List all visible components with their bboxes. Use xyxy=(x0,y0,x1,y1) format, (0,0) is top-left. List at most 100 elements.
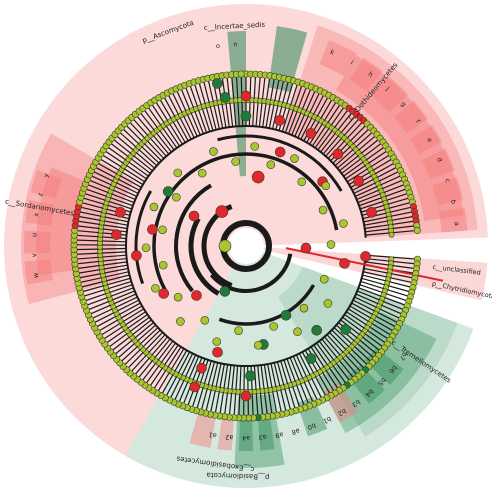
marker-letter: d xyxy=(435,156,444,163)
internal-node xyxy=(162,186,174,197)
leaf-ring-inner xyxy=(125,125,367,367)
leaf-node xyxy=(237,70,245,78)
clade-sector-dothideomycetes-inner xyxy=(336,55,464,221)
marker-letter: b0 xyxy=(306,421,317,431)
internal-node xyxy=(240,90,252,102)
internal-node xyxy=(321,181,331,191)
marker-letter: a4 xyxy=(242,434,250,442)
marker-letter: b3 xyxy=(350,398,361,409)
label-basidiomycota: p__Basidiomycota xyxy=(206,471,269,481)
internal-node xyxy=(149,202,159,212)
internal-node xyxy=(240,390,252,402)
internal-node xyxy=(305,353,317,364)
leaf-node xyxy=(388,231,395,238)
branch-arc xyxy=(209,253,293,293)
clade-sector-sordariomycetes-inner xyxy=(36,167,84,276)
marker-letter: z xyxy=(36,192,45,198)
internal-node xyxy=(173,168,183,178)
clade-box xyxy=(439,207,468,233)
marker-letter: a8 xyxy=(291,427,301,437)
internal-node xyxy=(269,322,278,331)
branch-arc xyxy=(174,183,213,293)
internal-node xyxy=(299,303,309,313)
marker-letter: a xyxy=(453,221,461,226)
marker-letter: n xyxy=(233,40,238,48)
marker-letter: a2 xyxy=(225,433,234,442)
clade-sector-dothideomycetes xyxy=(283,25,478,238)
marker-letter: b5 xyxy=(376,376,388,388)
internal-node xyxy=(212,78,223,89)
marker-letter: a1 xyxy=(208,430,217,439)
branch-arc xyxy=(188,217,220,296)
clade-box xyxy=(432,177,464,206)
clade-box xyxy=(371,75,409,113)
internal-node xyxy=(172,192,181,202)
marker-letter: o xyxy=(215,42,220,50)
internal-node xyxy=(200,316,210,325)
clade-box xyxy=(30,170,62,199)
clade-box xyxy=(189,409,217,448)
clade-sector-incertae-sedis xyxy=(227,31,246,177)
marker-letter: c xyxy=(443,178,452,184)
internal-node xyxy=(245,370,256,382)
clade-sector-ascomycota xyxy=(47,4,247,236)
internal-node xyxy=(253,340,263,350)
marker-letter: g xyxy=(399,100,408,108)
internal-node xyxy=(339,258,350,269)
clade-box xyxy=(24,259,53,285)
tree-nodes xyxy=(70,70,421,422)
marker-letter: w xyxy=(32,272,41,279)
internal-node xyxy=(191,290,202,301)
internal-node xyxy=(158,288,170,299)
internal-node xyxy=(209,147,218,156)
internal-node xyxy=(197,168,207,178)
internal-node xyxy=(158,225,167,235)
internal-node xyxy=(219,92,231,103)
clade-box xyxy=(393,100,428,134)
clade-box xyxy=(319,40,357,77)
clade-box xyxy=(217,414,235,451)
branch-arc xyxy=(152,152,339,293)
marker-letter: x xyxy=(32,212,41,217)
marker-letter: e xyxy=(425,136,434,143)
internal-node xyxy=(219,286,231,297)
internal-node xyxy=(340,324,351,335)
clade-box xyxy=(238,415,254,452)
internal-node xyxy=(319,274,329,284)
marker-letter: a3 xyxy=(258,433,267,442)
clade-box xyxy=(410,125,443,154)
internal-node xyxy=(353,175,364,187)
marker-letter: b xyxy=(449,199,458,205)
clade-box xyxy=(257,414,275,451)
internal-node xyxy=(266,160,276,170)
internal-node xyxy=(280,309,292,321)
internal-node xyxy=(196,362,207,374)
internal-node xyxy=(147,224,158,235)
internal-node xyxy=(274,146,286,158)
marker-letter: b4 xyxy=(364,387,375,398)
internal-node xyxy=(297,177,307,187)
marker-letter: u xyxy=(30,233,38,238)
internal-node xyxy=(318,205,328,215)
internal-node xyxy=(240,110,252,122)
clade-sector-tremellomycetes xyxy=(277,266,458,437)
internal-node xyxy=(339,219,348,228)
marker-letter: b2 xyxy=(336,407,347,418)
clade-box xyxy=(422,148,455,179)
marker-letter: v xyxy=(30,253,38,257)
marker-letter: b1 xyxy=(322,415,333,426)
internal-node xyxy=(300,242,312,254)
internal-node xyxy=(305,128,317,139)
internal-node xyxy=(131,250,142,261)
internal-node xyxy=(212,346,223,358)
marker-letter: b7 xyxy=(398,350,409,361)
branch-arc xyxy=(217,134,343,192)
internal-node xyxy=(360,251,371,262)
clade-box xyxy=(25,199,55,226)
internal-node xyxy=(189,381,200,393)
marker-letter: f xyxy=(414,118,422,125)
internal-node xyxy=(231,157,240,166)
marker-letter: a9 xyxy=(275,430,284,439)
